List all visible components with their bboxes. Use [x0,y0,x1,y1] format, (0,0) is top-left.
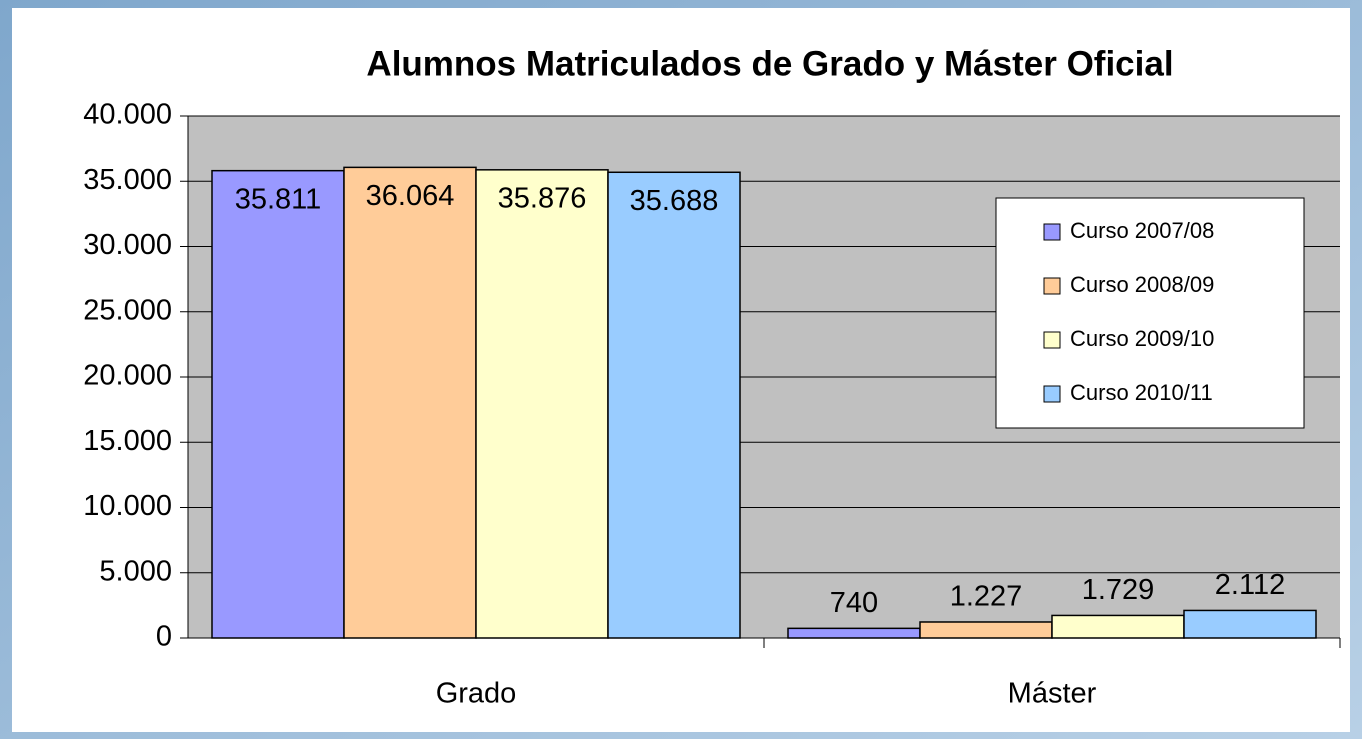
bar [919,621,1053,639]
bar [343,166,477,639]
bar [1183,609,1317,639]
y-tick-label: 5.000 [99,555,172,587]
y-tick-label: 15.000 [83,425,172,457]
legend-label: Curso 2009/10 [1070,326,1214,351]
bar [475,169,609,639]
legend-label: Curso 2010/11 [1070,380,1213,405]
legend-swatch [1043,385,1061,403]
y-tick-label: 25.000 [83,294,172,326]
data-label: 2.112 [1215,569,1285,601]
bar [1051,614,1185,639]
legend-swatch [1043,223,1061,241]
x-tick-label: Grado [436,678,517,710]
data-label: 1.227 [950,581,1023,613]
y-tick-label: 40.000 [83,99,172,131]
y-tick-label: 20.000 [83,360,172,392]
y-tick-label: 35.000 [83,164,172,196]
y-tick-label: 0 [156,621,172,653]
data-label: 740 [830,587,878,619]
bar [211,169,345,639]
y-tick-label: 30.000 [83,229,172,261]
x-tick-label: Máster [1008,678,1097,710]
legend-swatch [1043,331,1061,349]
legend-label: Curso 2008/09 [1070,272,1214,297]
bar [787,627,921,639]
data-label: 1.729 [1082,574,1155,606]
y-tick-label: 10.000 [83,490,172,522]
data-label: 36.064 [366,180,455,212]
data-label: 35.688 [630,185,719,217]
data-label: 35.811 [235,183,322,215]
data-label: 35.876 [498,182,587,214]
legend-label: Curso 2007/08 [1070,218,1214,243]
legend-swatch [1043,277,1061,295]
chart-title: Alumnos Matriculados de Grado y Máster O… [366,44,1173,83]
bar [607,171,741,639]
